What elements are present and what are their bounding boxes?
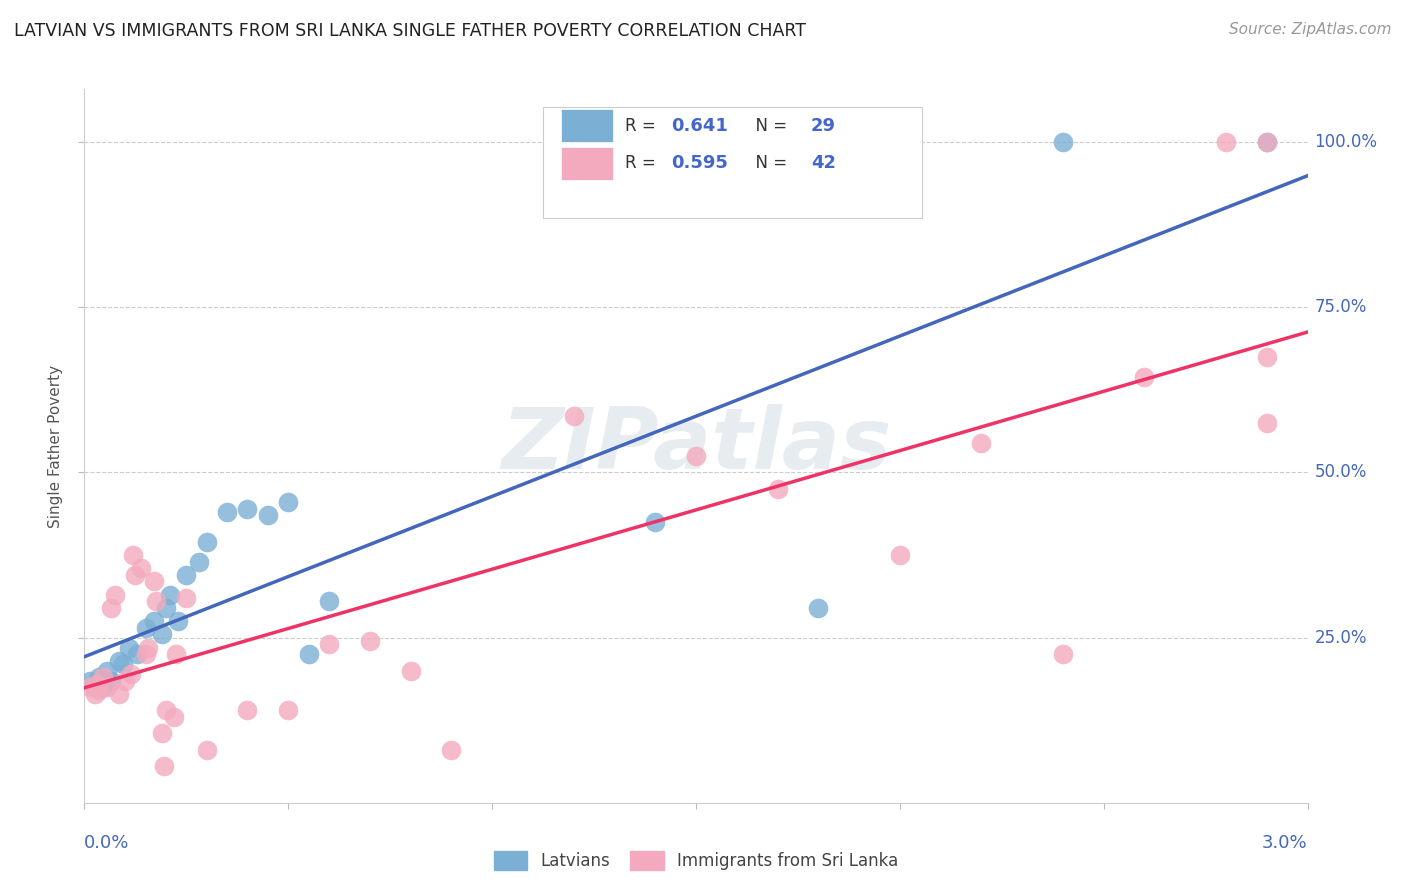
Point [187,555,209,569]
Point [155,703,177,717]
Point [318,594,340,608]
Point [644,515,666,529]
Point [131,561,153,575]
Text: R =: R = [626,117,661,135]
Point [195,743,218,757]
Point [1133,369,1156,384]
Text: 100.0%: 100.0% [1315,133,1378,151]
Point [440,743,463,757]
Point [108,687,131,701]
Point [87,670,110,684]
Point [96,664,118,678]
Point [114,673,136,688]
Point [298,647,321,661]
Point [83,687,105,701]
Text: 75.0%: 75.0% [1315,298,1367,317]
Text: 50.0%: 50.0% [1315,464,1367,482]
Point [108,654,131,668]
Point [165,647,187,661]
Point [142,574,165,589]
Point [562,409,585,424]
Point [174,567,197,582]
Text: 25.0%: 25.0% [1315,629,1367,647]
Point [1052,647,1074,661]
Text: Source: ZipAtlas.com: Source: ZipAtlas.com [1229,22,1392,37]
Point [163,710,186,724]
Point [1215,135,1237,149]
Point [1256,135,1278,149]
Point [145,594,167,608]
Point [142,614,165,628]
Point [236,703,259,717]
Point [87,683,110,698]
Point [1256,350,1278,364]
Text: LATVIAN VS IMMIGRANTS FROM SRI LANKA SINGLE FATHER POVERTY CORRELATION CHART: LATVIAN VS IMMIGRANTS FROM SRI LANKA SIN… [14,22,806,40]
Point [318,637,340,651]
Point [96,680,118,694]
Point [100,673,122,688]
Point [122,548,145,562]
Point [167,614,190,628]
Point [277,703,299,717]
Point [155,600,177,615]
Text: 42: 42 [811,154,837,172]
Text: 3.0%: 3.0% [1263,834,1308,852]
Point [277,495,299,509]
Point [120,667,142,681]
Point [104,588,127,602]
Point [127,647,149,661]
Point [1256,416,1278,430]
Text: 0.595: 0.595 [672,154,728,172]
Point [79,680,101,694]
Point [236,501,259,516]
Point [359,634,381,648]
Point [150,627,173,641]
Point [257,508,280,523]
Point [889,548,911,562]
Point [195,534,218,549]
Legend: Latvians, Immigrants from Sri Lanka: Latvians, Immigrants from Sri Lanka [486,844,905,877]
Point [150,726,173,740]
Point [79,673,101,688]
FancyBboxPatch shape [561,147,613,180]
Y-axis label: Single Father Poverty: Single Father Poverty [48,365,63,527]
Point [970,435,993,450]
Point [124,567,146,582]
FancyBboxPatch shape [561,109,613,142]
Text: N =: N = [745,154,792,172]
Point [766,482,789,496]
Point [159,588,181,602]
Point [153,759,176,773]
Point [118,640,141,655]
Point [135,647,157,661]
Text: 29: 29 [811,117,837,135]
Point [685,449,707,463]
Point [1256,135,1278,149]
Text: N =: N = [745,117,792,135]
Text: 0.641: 0.641 [672,117,728,135]
Point [100,600,122,615]
Point [1052,135,1074,149]
Point [86,677,108,691]
Point [399,664,422,678]
Point [136,640,159,655]
Point [83,680,105,694]
Point [91,680,114,694]
Point [135,621,157,635]
FancyBboxPatch shape [543,107,922,218]
Point [112,657,135,671]
Text: 0.0%: 0.0% [84,834,129,852]
Point [174,591,197,605]
Point [91,670,114,684]
Point [217,505,239,519]
Text: ZIPatlas: ZIPatlas [501,404,891,488]
Point [807,600,830,615]
Text: R =: R = [626,154,661,172]
